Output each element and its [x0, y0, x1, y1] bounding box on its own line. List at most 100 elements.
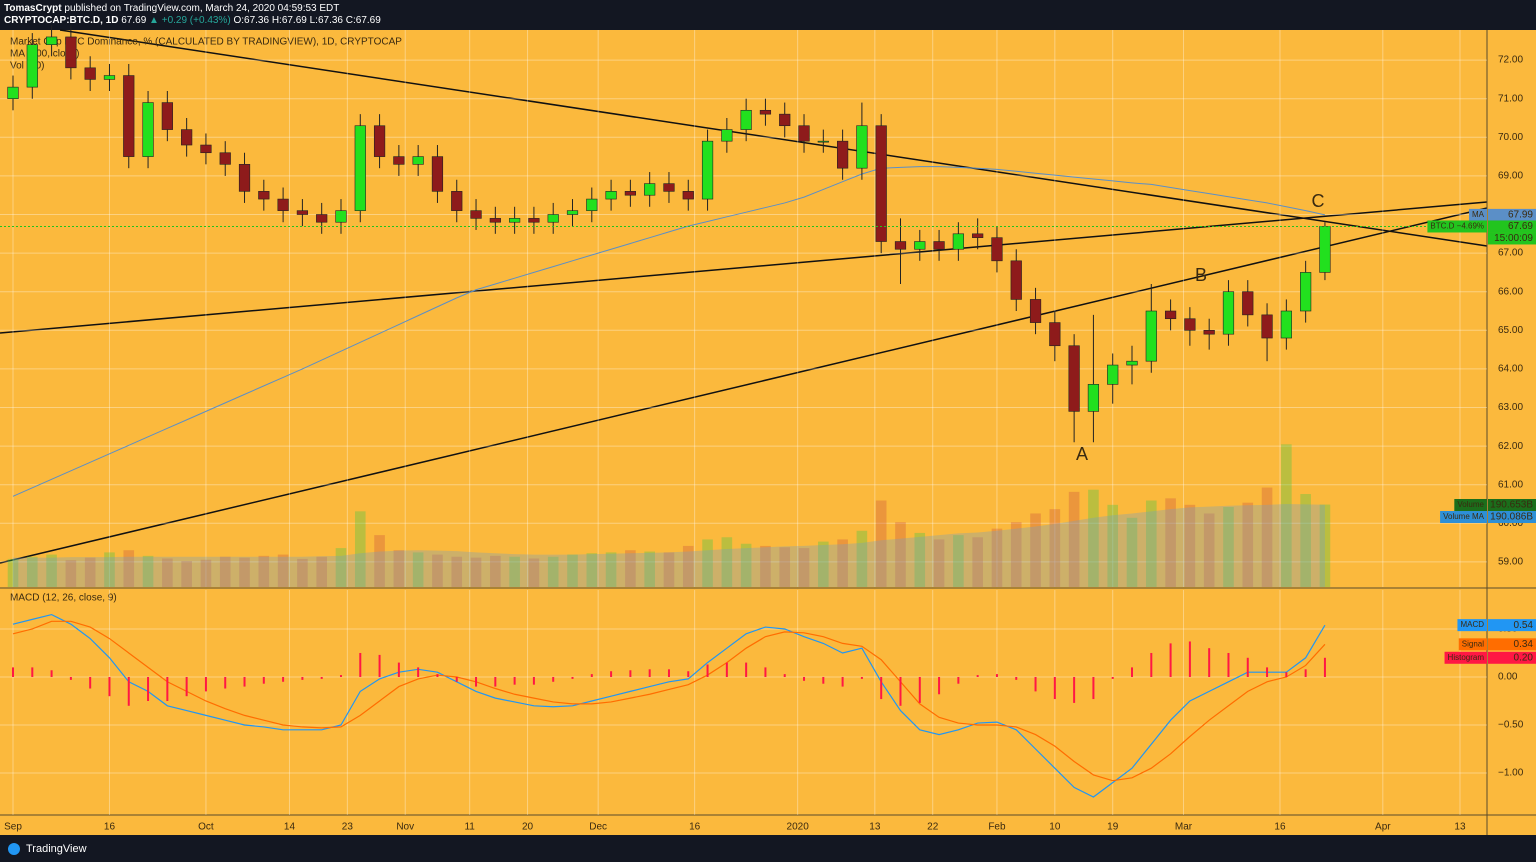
trend-lines: [0, 29, 1488, 564]
histogram-bar: [629, 670, 632, 677]
candle-body: [1107, 364, 1119, 385]
y-tick-label: 61.00: [1498, 479, 1523, 490]
candle-body: [991, 237, 1003, 262]
volume-bar: [1088, 489, 1099, 587]
candle-body: [142, 102, 154, 157]
candle-body: [798, 125, 810, 142]
volume-bar: [1184, 504, 1196, 587]
histogram-bar: [12, 667, 15, 677]
volume-bar: [721, 537, 733, 587]
histogram-bar: [455, 676, 458, 682]
series-label-name: Signal: [1462, 639, 1484, 648]
histogram-bar: [1323, 657, 1326, 677]
header-line: TomasCrypt published on TradingView.com,…: [4, 3, 339, 14]
y-tick-label: 60.00: [1498, 518, 1523, 529]
histogram-bar: [976, 675, 979, 677]
y-tick-label: 62.00: [1498, 441, 1523, 452]
candle-body: [470, 210, 482, 219]
volume-bar: [374, 535, 385, 587]
candle-body: [547, 214, 559, 223]
volume-bar: [528, 558, 540, 587]
volume-bar: [1165, 498, 1176, 587]
x-tick-label: 22: [927, 822, 939, 833]
volume-bar: [1242, 502, 1254, 587]
candle-body: [933, 241, 945, 250]
y-tick-label: 64.00: [1498, 364, 1523, 375]
histogram-bar: [687, 671, 690, 677]
candle-body: [1280, 310, 1292, 339]
candle-body: [721, 129, 733, 142]
pane-title: MACD (12, 26, close, 9): [10, 593, 117, 604]
histogram-bar: [127, 676, 130, 706]
histogram-bar: [301, 676, 304, 680]
volume-bar: [567, 554, 578, 587]
volume-label: 190.086B: [1490, 512, 1533, 523]
x-tick-label: 13: [1454, 822, 1466, 833]
volume-bar: [470, 557, 482, 587]
volume-bar: [1203, 513, 1215, 587]
volume-bar: [65, 560, 77, 587]
pane-title: Market Cap BTC Dominance, % (CALCULATED …: [10, 37, 402, 48]
histogram-bar: [31, 667, 34, 677]
volume-bar: [1107, 504, 1119, 587]
volume-bar: [702, 539, 713, 587]
histogram-bar: [1034, 676, 1037, 692]
histogram-bar: [69, 676, 72, 680]
volume-bar: [393, 550, 405, 587]
candle-body: [258, 191, 270, 200]
histogram-bar: [783, 674, 786, 677]
ma-line: [12, 166, 1326, 497]
histogram-bar: [417, 667, 420, 677]
candle-body: [123, 75, 135, 157]
candle-body: [509, 218, 521, 223]
x-tick-label: Sep: [4, 822, 22, 833]
volume-bar: [586, 553, 598, 587]
volume-bar: [837, 539, 848, 587]
volume-bar: [682, 545, 694, 587]
y-tick-label: 70.00: [1498, 132, 1523, 143]
x-tick-label: Mar: [1175, 822, 1193, 833]
histogram-bar: [860, 676, 863, 679]
x-tick-label: Dec: [589, 822, 607, 833]
volume-label-name: Volume MA: [1443, 512, 1485, 521]
histogram-bar: [803, 676, 806, 681]
histogram-bar: [822, 676, 825, 684]
volume-bar: [1126, 517, 1138, 587]
histogram-bar: [397, 662, 400, 677]
series-label-name-box: [1457, 619, 1487, 632]
volume-bar: [1261, 487, 1273, 587]
candle-body: [1242, 291, 1254, 316]
histogram-bar: [1073, 676, 1076, 703]
volume-bar: [798, 548, 810, 587]
histogram-bar: [552, 676, 555, 682]
published: published on TradingView.com, March 24, …: [64, 3, 339, 14]
series-label-name-box: [1444, 651, 1487, 664]
y-tick-label: 66.00: [1498, 286, 1523, 297]
candle-body: [296, 210, 309, 215]
y-tick-label: 65.00: [1498, 325, 1523, 336]
x-tick-label: 13: [869, 822, 881, 833]
candle-body: [489, 218, 501, 223]
series-label: 0.54: [1514, 620, 1534, 631]
volume-bar: [818, 541, 829, 587]
histogram-bar: [359, 652, 362, 677]
candle-body: [354, 125, 366, 211]
volume-bar: [1223, 507, 1234, 587]
volume-bar: [1319, 504, 1331, 587]
histogram-bar: [745, 662, 748, 677]
volume-bar: [740, 543, 752, 587]
trend-line: [59, 29, 1488, 247]
volume-bar: [432, 554, 443, 587]
histogram-bar: [50, 670, 53, 677]
histogram-bar: [108, 676, 111, 697]
volume-bar: [316, 556, 327, 587]
candle-body: [875, 125, 887, 242]
histogram-bar: [899, 676, 902, 706]
countdown: 15:00:09: [1494, 233, 1533, 244]
histogram-bar: [1188, 641, 1191, 677]
candle-body: [7, 86, 19, 100]
price-label: 67.99: [1508, 210, 1533, 221]
candle-body: [1049, 322, 1061, 347]
candle-body: [26, 44, 38, 88]
